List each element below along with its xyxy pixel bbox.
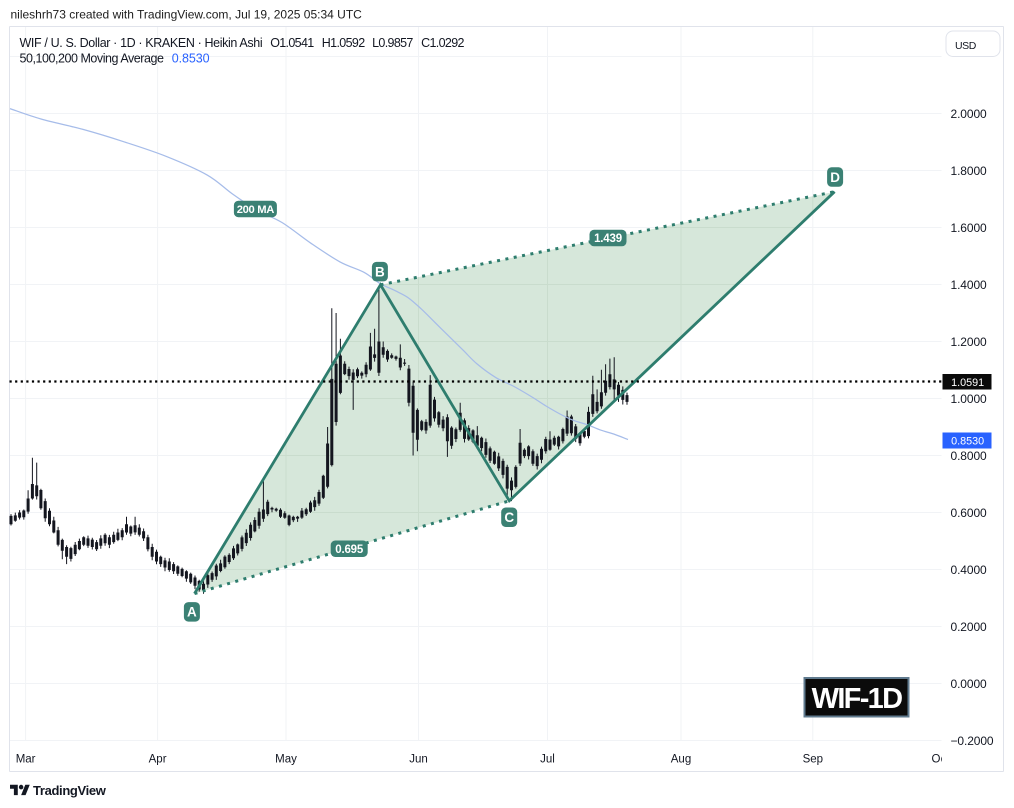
svg-text:0.695: 0.695 bbox=[335, 544, 364, 556]
svg-text:D: D bbox=[830, 170, 840, 185]
svg-text:0.8000: 0.8000 bbox=[951, 449, 988, 463]
svg-text:1.4000: 1.4000 bbox=[951, 278, 988, 292]
svg-text:USD: USD bbox=[955, 40, 977, 52]
svg-text:C: C bbox=[504, 510, 514, 525]
svg-text:Sep: Sep bbox=[803, 754, 823, 766]
svg-text:1.8000: 1.8000 bbox=[951, 164, 988, 178]
svg-text:0.4000: 0.4000 bbox=[951, 563, 988, 577]
svg-text:B: B bbox=[375, 264, 385, 279]
svg-text:Mar: Mar bbox=[16, 754, 36, 766]
svg-text:WIF-1D: WIF-1D bbox=[812, 683, 902, 715]
svg-text:A: A bbox=[187, 605, 197, 620]
svg-text:1.0000: 1.0000 bbox=[951, 392, 988, 406]
svg-text:WIF / U. S. Dollar · 1D · KRAK: WIF / U. S. Dollar · 1D · KRAKEN · Heiki… bbox=[20, 36, 465, 50]
svg-text:1.6000: 1.6000 bbox=[951, 221, 988, 235]
svg-text:Jun: Jun bbox=[409, 754, 428, 766]
svg-text:May: May bbox=[275, 754, 297, 766]
svg-text:Jul: Jul bbox=[540, 754, 555, 766]
svg-text:−0.2000: −0.2000 bbox=[951, 734, 994, 748]
svg-text:Apr: Apr bbox=[149, 754, 167, 766]
svg-text:TradingView: TradingView bbox=[33, 783, 107, 798]
svg-text:0.0000: 0.0000 bbox=[951, 677, 988, 691]
svg-text:1.0591: 1.0591 bbox=[951, 377, 984, 389]
svg-text:Aug: Aug bbox=[671, 754, 691, 766]
svg-text:0.6000: 0.6000 bbox=[951, 506, 988, 520]
svg-text:Oct: Oct bbox=[932, 754, 951, 766]
svg-text:1.439: 1.439 bbox=[594, 233, 622, 245]
svg-text:200 MA: 200 MA bbox=[237, 204, 275, 216]
svg-text:0.2000: 0.2000 bbox=[951, 620, 988, 634]
svg-text:nileshrh73 created with Tradin: nileshrh73 created with TradingView.com,… bbox=[11, 8, 363, 22]
svg-text:0.8530: 0.8530 bbox=[951, 436, 984, 448]
svg-text:1.2000: 1.2000 bbox=[951, 335, 988, 349]
svg-text:2.0000: 2.0000 bbox=[951, 107, 988, 121]
